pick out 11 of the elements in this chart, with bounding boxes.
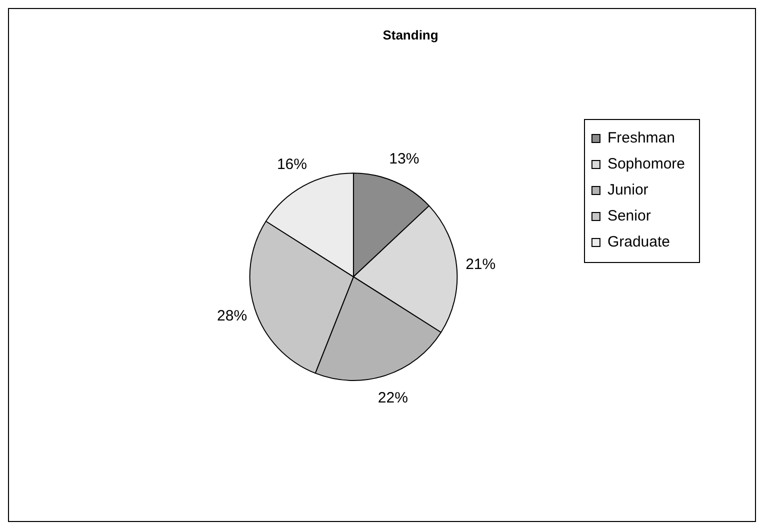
data-label: 13% — [389, 150, 420, 168]
chart-title: Standing — [382, 27, 438, 42]
legend-label: Senior — [607, 208, 651, 225]
data-label: 28% — [217, 307, 248, 324]
legend-label: Sophomore — [607, 156, 686, 173]
legend-label: Freshman — [607, 130, 675, 147]
legend-label: Junior — [607, 182, 648, 199]
data-label: 16% — [276, 156, 307, 174]
data-label: 22% — [378, 389, 408, 406]
legend-label: Graduate — [607, 234, 670, 251]
data-label: 21% — [466, 256, 496, 273]
